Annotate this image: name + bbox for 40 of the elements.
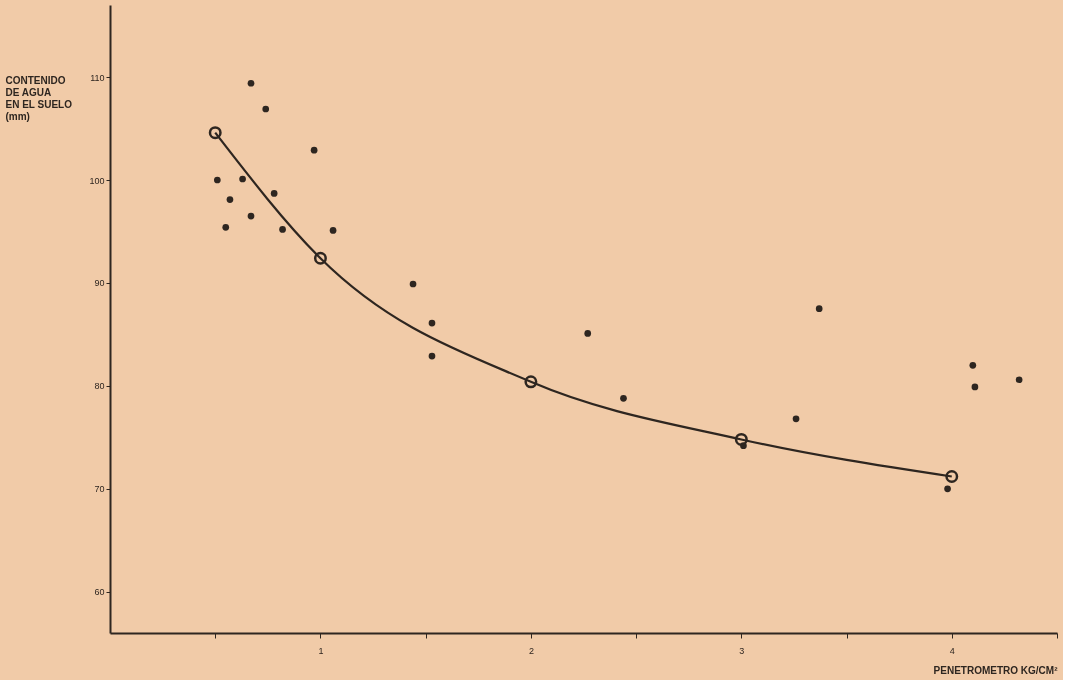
y-tick-label: 60 <box>94 587 105 598</box>
point <box>428 319 436 327</box>
point <box>815 305 823 313</box>
point <box>239 175 246 183</box>
point <box>313 251 327 265</box>
y-tick-label: 100 <box>89 175 105 186</box>
point <box>524 375 538 389</box>
point <box>1015 376 1023 384</box>
y-tick-label: 80 <box>94 381 105 392</box>
point <box>792 415 800 423</box>
point <box>971 383 979 391</box>
point <box>310 146 318 154</box>
x-tick-label: 3 <box>739 645 745 656</box>
y-tick-label: 90 <box>94 278 105 289</box>
point <box>740 442 747 449</box>
point <box>208 126 222 140</box>
y-axis-title: CONTENIDO DE AGUA EN EL SUELO (mm) <box>5 74 73 122</box>
point <box>734 432 748 446</box>
point <box>279 226 286 233</box>
x-tick-label: 4 <box>949 645 955 656</box>
x-tick-label: 1 <box>318 645 324 656</box>
point <box>945 470 959 483</box>
point <box>247 212 255 220</box>
x-tick-label: 2 <box>528 645 534 656</box>
point <box>222 224 230 231</box>
point <box>213 176 221 184</box>
point <box>270 190 278 197</box>
point <box>226 196 234 203</box>
point <box>409 280 417 288</box>
point <box>428 352 436 360</box>
point <box>262 105 270 113</box>
y-tick-label: 110 <box>90 72 105 83</box>
point <box>969 361 977 369</box>
point <box>944 485 951 493</box>
x-axis-title: PENETROMETRO KG/CM² <box>933 664 1059 676</box>
point <box>329 227 337 234</box>
y-tick-label: 70 <box>94 484 105 495</box>
point <box>584 330 592 337</box>
point <box>620 394 627 402</box>
point <box>247 79 255 87</box>
